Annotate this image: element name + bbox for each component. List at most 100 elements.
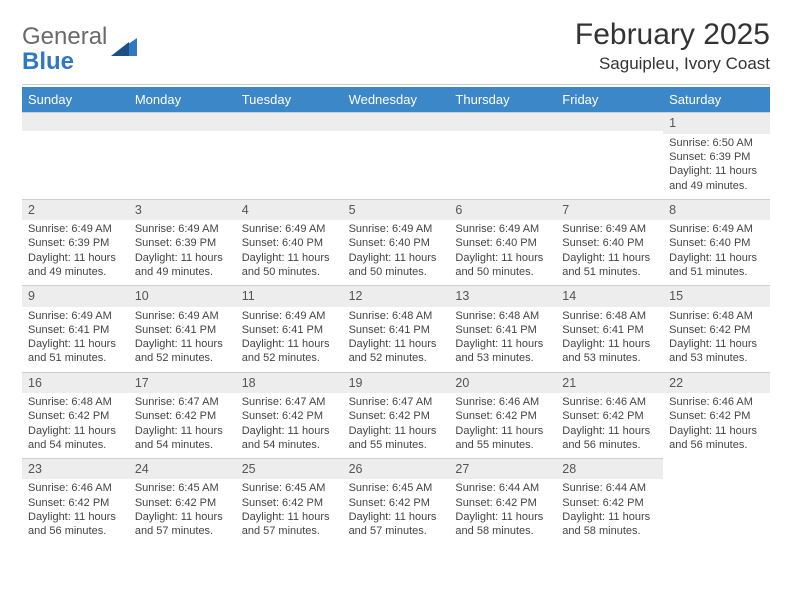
day-cell: 28Sunrise: 6:44 AMSunset: 6:42 PMDayligh… <box>556 458 663 544</box>
sunrise-line: Sunrise: 6:45 AM <box>242 481 337 495</box>
day-number: 3 <box>129 199 236 220</box>
sunset-line: Sunset: 6:42 PM <box>28 409 123 423</box>
daylight-line: Daylight: 11 hours and 57 minutes. <box>242 510 337 539</box>
day-number: 24 <box>129 458 236 479</box>
daylight-line: Daylight: 11 hours and 55 minutes. <box>349 424 444 453</box>
daylight-line: Daylight: 11 hours and 49 minutes. <box>669 164 764 193</box>
daylight-line: Daylight: 11 hours and 50 minutes. <box>455 251 550 280</box>
day-number: 10 <box>129 285 236 306</box>
day-cell: 8Sunrise: 6:49 AMSunset: 6:40 PMDaylight… <box>663 199 770 285</box>
sunrise-line: Sunrise: 6:49 AM <box>135 222 230 236</box>
sunrise-line: Sunrise: 6:45 AM <box>349 481 444 495</box>
day-number: 26 <box>343 458 450 479</box>
sunrise-line: Sunrise: 6:49 AM <box>242 309 337 323</box>
sunrise-line: Sunrise: 6:49 AM <box>28 309 123 323</box>
daylight-line: Daylight: 11 hours and 54 minutes. <box>28 424 123 453</box>
daylight-line: Daylight: 11 hours and 50 minutes. <box>349 251 444 280</box>
daylight-line: Daylight: 11 hours and 54 minutes. <box>242 424 337 453</box>
day-info: Sunrise: 6:44 AMSunset: 6:42 PMDaylight:… <box>455 481 550 538</box>
sunset-line: Sunset: 6:41 PM <box>455 323 550 337</box>
sunset-line: Sunset: 6:39 PM <box>669 150 764 164</box>
day-number <box>22 112 129 131</box>
empty-cell <box>236 112 343 198</box>
day-number: 9 <box>22 285 129 306</box>
day-info: Sunrise: 6:48 AMSunset: 6:41 PMDaylight:… <box>455 309 550 366</box>
daylight-line: Daylight: 11 hours and 52 minutes. <box>242 337 337 366</box>
sunset-line: Sunset: 6:42 PM <box>135 409 230 423</box>
brand-text: General Blue <box>22 24 107 74</box>
day-cell: 6Sunrise: 6:49 AMSunset: 6:40 PMDaylight… <box>449 199 556 285</box>
sunrise-line: Sunrise: 6:46 AM <box>562 395 657 409</box>
day-number: 12 <box>343 285 450 306</box>
daylight-line: Daylight: 11 hours and 54 minutes. <box>135 424 230 453</box>
daylight-line: Daylight: 11 hours and 51 minutes. <box>28 337 123 366</box>
daylight-line: Daylight: 11 hours and 58 minutes. <box>562 510 657 539</box>
sunrise-line: Sunrise: 6:49 AM <box>28 222 123 236</box>
day-cell: 23Sunrise: 6:46 AMSunset: 6:42 PMDayligh… <box>22 458 129 544</box>
daylight-line: Daylight: 11 hours and 50 minutes. <box>242 251 337 280</box>
sunset-line: Sunset: 6:42 PM <box>28 496 123 510</box>
sunset-line: Sunset: 6:40 PM <box>562 236 657 250</box>
sunset-line: Sunset: 6:41 PM <box>135 323 230 337</box>
day-number: 28 <box>556 458 663 479</box>
sunset-line: Sunset: 6:42 PM <box>455 409 550 423</box>
daylight-line: Daylight: 11 hours and 53 minutes. <box>455 337 550 366</box>
sunrise-line: Sunrise: 6:47 AM <box>242 395 337 409</box>
sunset-line: Sunset: 6:42 PM <box>349 409 444 423</box>
day-number: 4 <box>236 199 343 220</box>
day-info: Sunrise: 6:44 AMSunset: 6:42 PMDaylight:… <box>562 481 657 538</box>
sunset-line: Sunset: 6:42 PM <box>242 496 337 510</box>
sunrise-line: Sunrise: 6:48 AM <box>669 309 764 323</box>
day-cell: 15Sunrise: 6:48 AMSunset: 6:42 PMDayligh… <box>663 285 770 371</box>
sunrise-line: Sunrise: 6:45 AM <box>135 481 230 495</box>
day-info: Sunrise: 6:49 AMSunset: 6:40 PMDaylight:… <box>242 222 337 279</box>
week-row: 1 Sunrise: 6:50 AMSunset: 6:39 PMDaylight… <box>22 112 770 198</box>
daylight-line: Daylight: 11 hours and 57 minutes. <box>135 510 230 539</box>
day-cell: 3Sunrise: 6:49 AMSunset: 6:39 PMDaylight… <box>129 199 236 285</box>
day-info: Sunrise: 6:48 AMSunset: 6:42 PMDaylight:… <box>669 309 764 366</box>
day-info: Sunrise: 6:46 AMSunset: 6:42 PMDaylight:… <box>455 395 550 452</box>
day-number: 25 <box>236 458 343 479</box>
dayname: Friday <box>556 87 663 112</box>
day-info: Sunrise: 6:50 AMSunset: 6:39 PMDaylight:… <box>669 136 764 193</box>
brand-logo: General Blue <box>22 18 137 74</box>
sunrise-line: Sunrise: 6:48 AM <box>455 309 550 323</box>
day-cell: 21Sunrise: 6:46 AMSunset: 6:42 PMDayligh… <box>556 372 663 458</box>
sunset-line: Sunset: 6:42 PM <box>562 496 657 510</box>
day-number: 7 <box>556 199 663 220</box>
day-cell: 9 Sunrise: 6:49 AMSunset: 6:41 PMDaylight… <box>22 285 129 371</box>
sunset-line: Sunset: 6:42 PM <box>669 409 764 423</box>
day-info: Sunrise: 6:48 AMSunset: 6:41 PMDaylight:… <box>349 309 444 366</box>
day-info: Sunrise: 6:49 AMSunset: 6:40 PMDaylight:… <box>455 222 550 279</box>
daylight-line: Daylight: 11 hours and 57 minutes. <box>349 510 444 539</box>
day-cell: 24Sunrise: 6:45 AMSunset: 6:42 PMDayligh… <box>129 458 236 544</box>
day-number: 23 <box>22 458 129 479</box>
empty-cell <box>343 112 450 198</box>
day-cell: 5Sunrise: 6:49 AMSunset: 6:40 PMDaylight… <box>343 199 450 285</box>
sunset-line: Sunset: 6:40 PM <box>669 236 764 250</box>
day-info: Sunrise: 6:45 AMSunset: 6:42 PMDaylight:… <box>135 481 230 538</box>
week-row: 23Sunrise: 6:46 AMSunset: 6:42 PMDayligh… <box>22 458 770 544</box>
daylight-line: Daylight: 11 hours and 56 minutes. <box>669 424 764 453</box>
daylight-line: Daylight: 11 hours and 51 minutes. <box>669 251 764 280</box>
day-info: Sunrise: 6:49 AMSunset: 6:41 PMDaylight:… <box>242 309 337 366</box>
day-cell: 25 Sunrise: 6:45 AMSunset: 6:42 PMDayligh… <box>236 458 343 544</box>
day-number: 27 <box>449 458 556 479</box>
sunrise-line: Sunrise: 6:50 AM <box>669 136 764 150</box>
day-number <box>236 112 343 131</box>
sunset-line: Sunset: 6:42 PM <box>562 409 657 423</box>
sunrise-line: Sunrise: 6:47 AM <box>135 395 230 409</box>
day-number: 14 <box>556 285 663 306</box>
calendar: SundayMondayTuesdayWednesdayThursdayFrid… <box>22 87 770 544</box>
day-number: 1 <box>663 112 770 133</box>
week-row: 16Sunrise: 6:48 AMSunset: 6:42 PMDayligh… <box>22 372 770 458</box>
day-cell: 12 Sunrise: 6:48 AMSunset: 6:41 PMDayligh… <box>343 285 450 371</box>
day-number: 6 <box>449 199 556 220</box>
sunrise-line: Sunrise: 6:49 AM <box>562 222 657 236</box>
day-cell: 17Sunrise: 6:47 AMSunset: 6:42 PMDayligh… <box>129 372 236 458</box>
day-number: 22 <box>663 372 770 393</box>
day-cell: 11Sunrise: 6:49 AMSunset: 6:41 PMDayligh… <box>236 285 343 371</box>
sunset-line: Sunset: 6:41 PM <box>28 323 123 337</box>
sunrise-line: Sunrise: 6:44 AM <box>562 481 657 495</box>
sunset-line: Sunset: 6:42 PM <box>455 496 550 510</box>
